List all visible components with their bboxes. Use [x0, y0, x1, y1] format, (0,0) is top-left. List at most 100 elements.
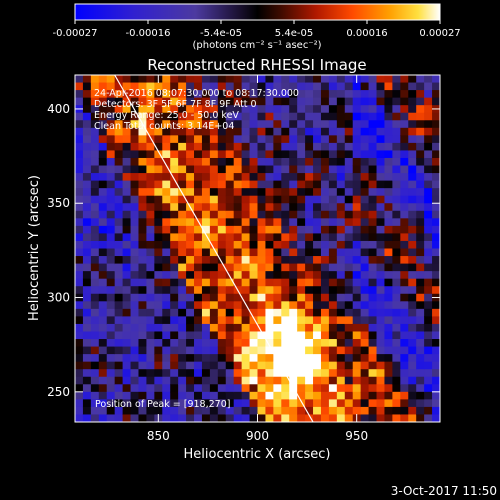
heatmap-cell	[170, 150, 179, 159]
heatmap-cell	[313, 173, 322, 182]
heatmap-cell	[392, 256, 401, 265]
heatmap-cell	[114, 203, 124, 212]
heatmap-cell	[146, 82, 155, 91]
heatmap-cell	[297, 203, 306, 212]
heatmap-cell	[344, 339, 354, 348]
heatmap-cell	[75, 354, 84, 363]
heatmap-cell	[352, 248, 362, 257]
heatmap-cell	[408, 391, 417, 400]
heatmap-cell	[209, 323, 219, 333]
heatmap-cell	[106, 120, 116, 129]
x-axis-label: Heliocentric X (arcsec)	[184, 447, 331, 462]
heatmap-cell	[281, 354, 290, 363]
heatmap-cell	[90, 218, 100, 227]
heatmap-cell	[416, 384, 425, 393]
heatmap-cell	[178, 323, 187, 333]
heatmap-cell	[344, 316, 354, 325]
heatmap-cell	[424, 188, 433, 197]
heatmap-cell	[313, 240, 322, 250]
heatmap-cell	[265, 210, 274, 219]
heatmap-cell	[416, 376, 425, 385]
heatmap-cell	[209, 376, 219, 385]
heatmap-cell	[376, 75, 386, 84]
heatmap-cell	[162, 188, 171, 197]
heatmap-cell	[178, 369, 187, 378]
heatmap-cell	[432, 323, 440, 333]
heatmap-cell	[313, 82, 322, 91]
heatmap-cell	[90, 157, 100, 167]
heatmap-cell	[162, 180, 171, 189]
heatmap-cell	[432, 165, 440, 174]
heatmap-cell	[106, 293, 116, 302]
heatmap-cell	[265, 308, 274, 317]
heatmap-cell	[297, 225, 306, 235]
heatmap-cell	[297, 75, 306, 84]
heatmap-cell	[162, 165, 171, 174]
heatmap-cell	[122, 82, 132, 91]
heatmap-cell	[114, 323, 124, 333]
heatmap-cell	[336, 316, 346, 325]
heatmap-cell	[281, 157, 290, 167]
heatmap-cell	[170, 112, 179, 121]
heatmap-cell	[122, 361, 132, 370]
heatmap-cell	[186, 354, 195, 363]
heatmap-cell	[82, 263, 92, 272]
heatmap-cell	[424, 233, 433, 242]
heatmap-cell	[352, 142, 362, 152]
heatmap-cell	[289, 414, 298, 422]
heatmap-cell	[217, 293, 227, 302]
heatmap-cell	[289, 233, 298, 242]
heatmap-cell	[416, 127, 425, 136]
heatmap-cell	[194, 203, 203, 212]
heatmap-cell	[297, 384, 306, 393]
heatmap-cell	[392, 90, 401, 99]
heatmap-cell	[360, 278, 370, 287]
heatmap-cell	[392, 293, 401, 302]
heatmap-cell	[186, 135, 195, 144]
heatmap-cell	[82, 157, 92, 167]
heatmap-cell	[384, 210, 393, 219]
heatmap-cell	[289, 173, 298, 182]
heatmap-cell	[297, 97, 306, 106]
heatmap-cell	[249, 180, 259, 189]
heatmap-cell	[384, 301, 393, 310]
heatmap-cell	[360, 354, 370, 363]
heatmap-cell	[249, 157, 259, 167]
heatmap-cell	[122, 376, 132, 385]
heatmap-cell	[138, 240, 148, 250]
heatmap-cell	[146, 75, 155, 84]
heatmap-cell	[75, 127, 84, 136]
heatmap-cell	[209, 75, 219, 84]
heatmap-cell	[384, 225, 393, 235]
heatmap-cell	[368, 248, 378, 257]
heatmap-cell	[424, 157, 433, 167]
heatmap-cell	[297, 308, 306, 317]
heatmap-cell	[336, 225, 346, 235]
heatmap-cell	[146, 188, 155, 197]
heatmap-cell	[233, 127, 243, 136]
heatmap-cell	[82, 233, 92, 242]
heatmap-cell	[201, 256, 211, 265]
heatmap-cell	[170, 180, 179, 189]
heatmap-cell	[328, 391, 338, 400]
heatmap-cell	[122, 120, 132, 129]
heatmap-cell	[146, 369, 155, 378]
heatmap-cell	[360, 286, 370, 295]
heatmap-cell	[273, 180, 282, 189]
heatmap-cell	[265, 361, 274, 370]
heatmap-cell	[170, 346, 179, 355]
heatmap-cell	[82, 414, 92, 422]
heatmap-cell	[305, 323, 314, 333]
heatmap-cell	[194, 263, 203, 272]
heatmap-cell	[186, 399, 195, 408]
heatmap-cell	[194, 157, 203, 167]
heatmap-cell	[424, 316, 433, 325]
heatmap-cell	[313, 105, 322, 114]
heatmap-cell	[82, 112, 92, 121]
heatmap-cell	[186, 384, 195, 393]
heatmap-cell	[352, 233, 362, 242]
heatmap-cell	[146, 97, 155, 106]
heatmap-cell	[241, 293, 251, 302]
heatmap-cell	[217, 301, 227, 310]
heatmap-cell	[313, 271, 322, 280]
